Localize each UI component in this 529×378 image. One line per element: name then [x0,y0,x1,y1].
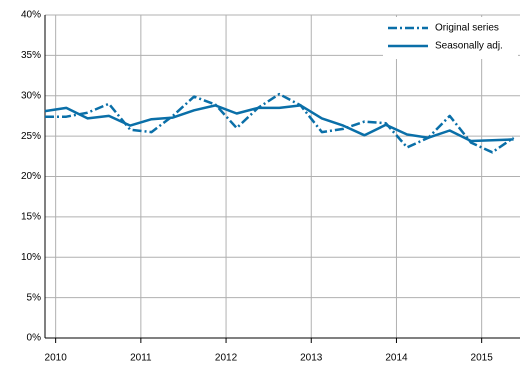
y-tick-label: 20% [21,171,41,182]
data-line [45,92,515,154]
legend-label: Original series [435,23,499,34]
y-tick-label: 10% [21,252,41,263]
x-tick-label: 2015 [471,353,494,364]
x-tick-label: 2014 [385,353,408,364]
data-line [44,104,514,143]
y-tick-label: 30% [21,90,41,101]
legend-label: Seasonally adj. [435,41,503,52]
legend-box [383,17,518,59]
x-tick-label: 2010 [45,353,68,364]
y-tick-label: 15% [21,212,41,223]
legend: Original series Seasonally adj. [383,17,518,59]
y-tick-label: 35% [21,50,41,61]
y-tick-label: 5% [27,292,42,303]
x-tick-label: 2013 [300,353,323,364]
x-tick-label: 2012 [215,353,238,364]
x-tick-label: 2011 [130,353,152,364]
y-tick-label: 25% [21,131,41,142]
y-tick-label: 40% [21,10,41,21]
y-tick-label: 0% [27,333,42,344]
